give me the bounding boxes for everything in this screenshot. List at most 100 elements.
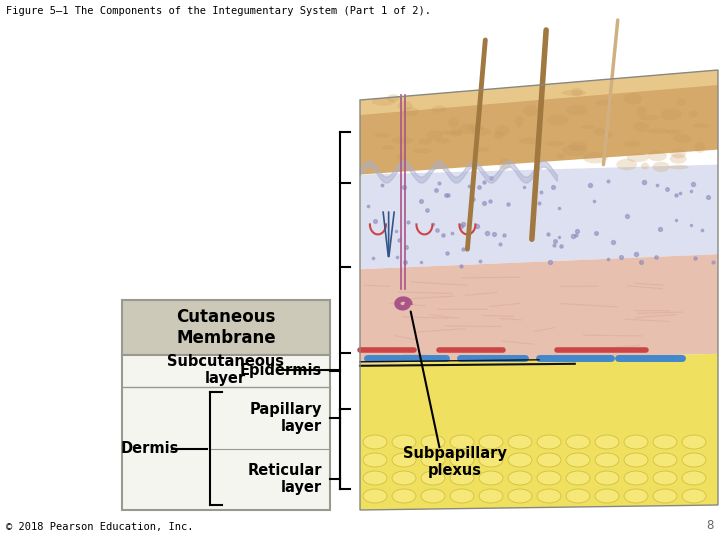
- Ellipse shape: [603, 131, 613, 138]
- Text: Subcutaneous
layer: Subcutaneous layer: [166, 354, 284, 386]
- Ellipse shape: [666, 130, 682, 134]
- Ellipse shape: [382, 145, 394, 150]
- Ellipse shape: [418, 138, 432, 145]
- Text: Epidermis: Epidermis: [240, 363, 322, 379]
- Ellipse shape: [392, 471, 416, 485]
- Text: Dermis: Dermis: [121, 441, 179, 456]
- Ellipse shape: [624, 471, 648, 485]
- Ellipse shape: [450, 489, 474, 503]
- Ellipse shape: [616, 159, 637, 170]
- Ellipse shape: [508, 453, 532, 467]
- Ellipse shape: [634, 122, 649, 132]
- Text: Figure 5–1 The Components of the Integumentary System (Part 1 of 2).: Figure 5–1 The Components of the Integum…: [6, 6, 431, 16]
- Ellipse shape: [561, 90, 586, 96]
- Ellipse shape: [653, 471, 677, 485]
- Ellipse shape: [397, 101, 413, 111]
- Ellipse shape: [653, 435, 677, 449]
- Ellipse shape: [583, 152, 608, 164]
- Ellipse shape: [413, 148, 431, 153]
- Ellipse shape: [595, 489, 619, 503]
- Ellipse shape: [421, 471, 445, 485]
- Ellipse shape: [515, 115, 523, 127]
- Ellipse shape: [566, 105, 588, 115]
- Ellipse shape: [562, 145, 587, 156]
- Bar: [122, 355, 330, 510]
- Ellipse shape: [624, 453, 648, 467]
- Ellipse shape: [682, 453, 706, 467]
- Ellipse shape: [566, 489, 590, 503]
- Ellipse shape: [479, 471, 503, 485]
- Ellipse shape: [402, 107, 419, 117]
- Text: Subpapillary
plexus: Subpapillary plexus: [403, 446, 507, 478]
- Ellipse shape: [492, 131, 504, 139]
- Ellipse shape: [508, 471, 532, 485]
- Ellipse shape: [458, 124, 478, 134]
- Ellipse shape: [624, 435, 648, 449]
- Polygon shape: [360, 70, 718, 174]
- Ellipse shape: [479, 489, 503, 503]
- Ellipse shape: [595, 100, 614, 106]
- Ellipse shape: [438, 131, 462, 135]
- Ellipse shape: [363, 489, 387, 503]
- Ellipse shape: [392, 453, 416, 467]
- Ellipse shape: [676, 98, 686, 105]
- Ellipse shape: [374, 133, 390, 138]
- Ellipse shape: [426, 131, 442, 141]
- Ellipse shape: [421, 435, 445, 449]
- Ellipse shape: [626, 153, 649, 162]
- Bar: [122, 300, 330, 355]
- Ellipse shape: [647, 129, 670, 133]
- Ellipse shape: [519, 137, 538, 144]
- Ellipse shape: [653, 453, 677, 467]
- Ellipse shape: [397, 153, 405, 161]
- Ellipse shape: [568, 141, 588, 151]
- Ellipse shape: [647, 151, 667, 161]
- Ellipse shape: [624, 93, 642, 104]
- Ellipse shape: [498, 159, 511, 170]
- Ellipse shape: [479, 435, 503, 449]
- Ellipse shape: [448, 118, 459, 128]
- Ellipse shape: [682, 435, 706, 449]
- Ellipse shape: [669, 165, 688, 170]
- Ellipse shape: [436, 138, 450, 144]
- Ellipse shape: [689, 111, 698, 117]
- Ellipse shape: [495, 125, 509, 136]
- Ellipse shape: [523, 105, 538, 117]
- Ellipse shape: [652, 161, 670, 172]
- Ellipse shape: [545, 141, 566, 146]
- Ellipse shape: [682, 471, 706, 485]
- Ellipse shape: [537, 453, 561, 467]
- Ellipse shape: [450, 471, 474, 485]
- Polygon shape: [360, 254, 718, 364]
- Ellipse shape: [508, 435, 532, 449]
- Ellipse shape: [363, 453, 387, 467]
- Ellipse shape: [472, 147, 490, 152]
- Ellipse shape: [624, 141, 641, 147]
- Ellipse shape: [566, 453, 590, 467]
- Ellipse shape: [546, 114, 569, 126]
- Ellipse shape: [594, 127, 606, 136]
- Ellipse shape: [421, 489, 445, 503]
- Polygon shape: [360, 354, 718, 510]
- Text: © 2018 Pearson Education, Inc.: © 2018 Pearson Education, Inc.: [6, 522, 194, 532]
- Ellipse shape: [566, 435, 590, 449]
- Ellipse shape: [363, 435, 387, 449]
- Ellipse shape: [636, 106, 647, 116]
- Ellipse shape: [387, 94, 400, 102]
- Ellipse shape: [566, 471, 590, 485]
- Ellipse shape: [363, 471, 387, 485]
- Polygon shape: [360, 70, 718, 115]
- Ellipse shape: [693, 123, 709, 128]
- Ellipse shape: [638, 115, 659, 120]
- Ellipse shape: [537, 471, 561, 485]
- Ellipse shape: [392, 489, 416, 503]
- Text: 8: 8: [706, 519, 714, 532]
- Ellipse shape: [682, 489, 706, 503]
- Ellipse shape: [653, 489, 677, 503]
- Ellipse shape: [421, 453, 445, 467]
- Text: Cutaneous
Membrane: Cutaneous Membrane: [176, 308, 276, 347]
- Ellipse shape: [670, 154, 687, 164]
- Ellipse shape: [537, 489, 561, 503]
- Ellipse shape: [372, 98, 395, 106]
- Ellipse shape: [571, 88, 583, 96]
